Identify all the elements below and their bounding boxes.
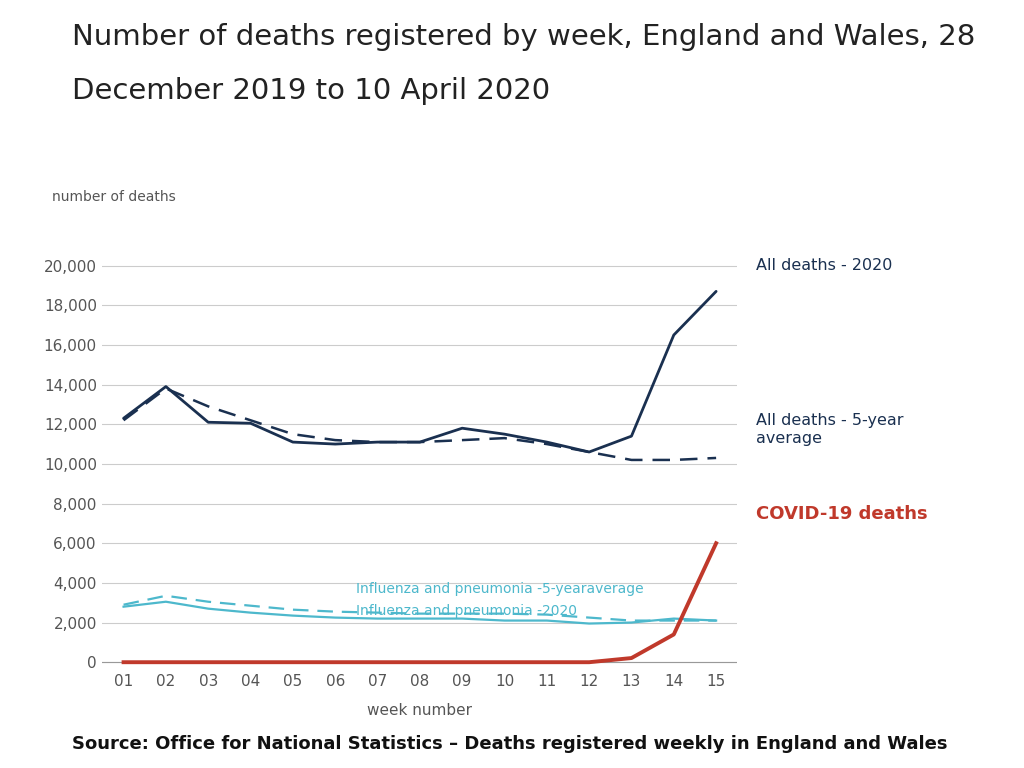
X-axis label: week number: week number	[368, 703, 472, 717]
Text: Source: Office for National Statistics – Deaths registered weekly in England and: Source: Office for National Statistics –…	[72, 735, 947, 753]
Text: number of deaths: number of deaths	[51, 190, 175, 204]
Text: COVID-19 deaths: COVID-19 deaths	[757, 505, 928, 523]
Text: All deaths - 2020: All deaths - 2020	[757, 258, 893, 273]
Text: December 2019 to 10 April 2020: December 2019 to 10 April 2020	[72, 77, 550, 104]
Text: Number of deaths registered by week, England and Wales, 28: Number of deaths registered by week, Eng…	[72, 23, 975, 51]
Text: All deaths - 5-year
average: All deaths - 5-year average	[757, 413, 904, 445]
Text: Influenza and pneumonia -5-yearaverage: Influenza and pneumonia -5-yearaverage	[356, 582, 644, 596]
Text: Influenza and pneumonia -2020: Influenza and pneumonia -2020	[356, 604, 578, 617]
